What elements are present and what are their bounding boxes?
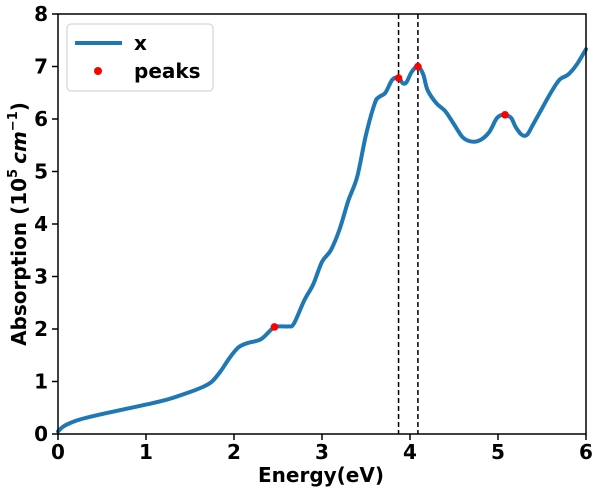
- y-tick-label: 2: [34, 317, 48, 341]
- legend: x peaks: [66, 23, 214, 92]
- peak-marker: [414, 62, 422, 71]
- legend-frame: [66, 23, 214, 92]
- x-tick-label: 0: [51, 440, 65, 464]
- y-tick-label: 5: [34, 160, 48, 184]
- y-axis-label-exponent: 5: [6, 169, 21, 178]
- y-axis-label-close: ): [7, 102, 31, 111]
- x-tick-label: 1: [139, 440, 153, 464]
- peak-marker: [394, 74, 403, 82]
- y-tick-label: 4: [34, 212, 48, 236]
- axes-layer: 0 1 2 3 4 5 6 0 1 2 3 4 5 6 7 8: [34, 2, 593, 464]
- x-tick-label: 3: [315, 440, 329, 464]
- peak-marker: [501, 111, 509, 119]
- x-axis-label: Energy(eV): [258, 463, 384, 487]
- y-axis-label-unit: cm: [7, 131, 31, 164]
- y-tick-label: 8: [34, 2, 48, 26]
- y-axis-label: Absorption (105 cm−1): [6, 102, 31, 346]
- legend-label-x: x: [134, 31, 147, 55]
- x-tick-label: 2: [227, 440, 241, 464]
- y-tick-label: 0: [34, 422, 48, 446]
- x-tick-label: 5: [491, 440, 505, 464]
- plot-layer: [56, 14, 588, 434]
- y-tick-label: 3: [34, 265, 48, 289]
- y-tick-label: 1: [34, 370, 48, 394]
- y-tick-label: 7: [34, 55, 48, 79]
- y-axis-label-unit-exponent: −1: [6, 111, 21, 131]
- x-tick-label: 6: [579, 440, 593, 464]
- series-line-x: [56, 47, 588, 434]
- y-tick-label: 6: [34, 107, 48, 131]
- peak-marker: [270, 323, 279, 331]
- legend-label-peaks: peaks: [134, 59, 201, 83]
- x-tick-label: 4: [403, 440, 417, 464]
- legend-marker-swatch: [94, 67, 102, 75]
- y-axis-label-base: Absorption (10: [7, 178, 31, 346]
